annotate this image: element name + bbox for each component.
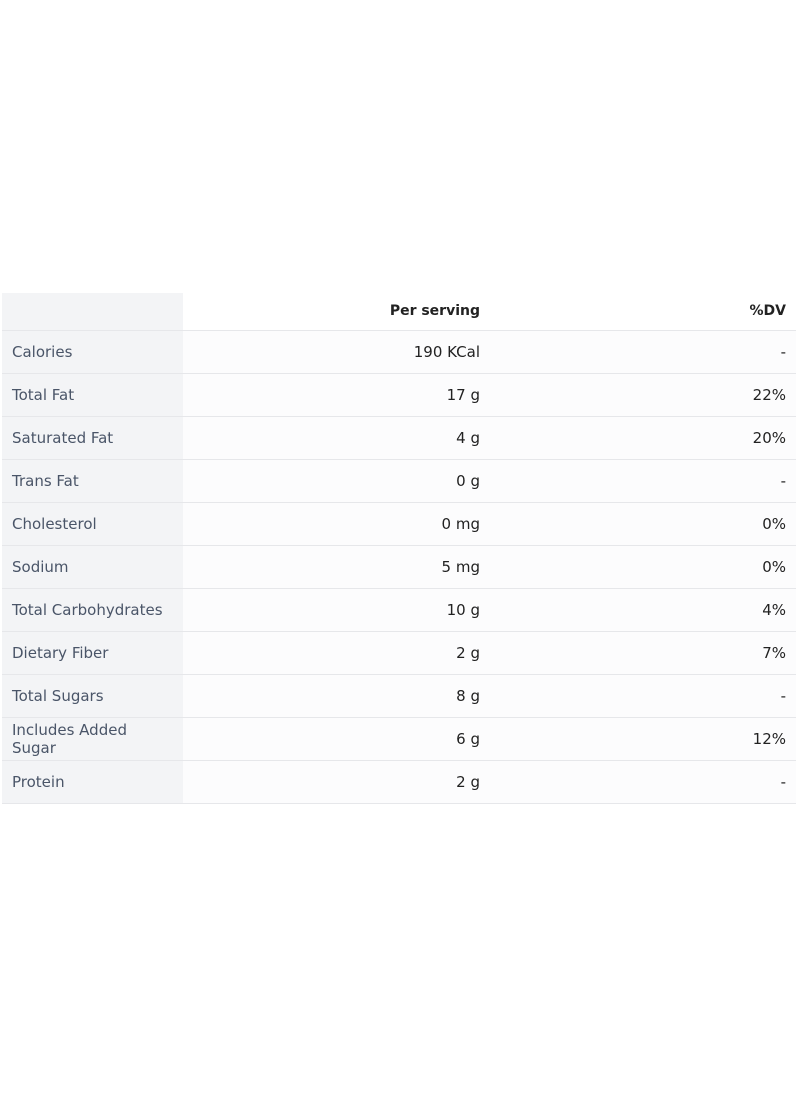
table-row: Sodium 5 mg 0% — [2, 545, 796, 589]
nutrient-name: Sodium — [2, 545, 183, 589]
table-row: Total Fat 17 g 22% — [2, 373, 796, 417]
daily-value: - — [490, 674, 796, 718]
nutrition-table: Per serving %DV Calories 190 KCal - Total F… — [2, 293, 796, 804]
nutrient-name: Dietary Fiber — [2, 631, 183, 675]
table-body: Calories 190 KCal - Total Fat 17 g 22% Saturat… — [2, 330, 796, 804]
per-serving: 0 g — [183, 459, 490, 503]
nutrient-name: Calories — [2, 330, 183, 374]
per-serving: 4 g — [183, 416, 490, 460]
nutrient-name: Total Carbohydrates — [2, 588, 183, 632]
table-row: Total Carbohydrates 10 g 4% — [2, 588, 796, 632]
daily-value: 12% — [490, 717, 796, 761]
table-row: Protein 2 g- — [2, 760, 796, 804]
table-row: Trans Fat 0 g- — [2, 459, 796, 503]
table-row: Cholesterol 0 mg 0% — [2, 502, 796, 546]
table-row: Calories 190 KCal - — [2, 330, 796, 374]
daily-value: - — [490, 459, 796, 503]
per-serving: 190 KCal — [183, 330, 490, 374]
nutrient-name: Total Sugars — [2, 674, 183, 718]
daily-value: 20% — [490, 416, 796, 460]
daily-value: - — [490, 760, 796, 804]
daily-value: 22% — [490, 373, 796, 417]
header-blank — [2, 293, 183, 331]
nutrient-name: Saturated Fat — [2, 416, 183, 460]
table-row: Saturated Fat 4 g 20% — [2, 416, 796, 460]
per-serving: 2 g — [183, 760, 490, 804]
per-serving: 8 g — [183, 674, 490, 718]
header-cell: Per serving — [183, 293, 490, 331]
nutrient-name: Total Fat — [2, 373, 183, 417]
nutrient-name: Trans Fat — [2, 459, 183, 503]
daily-value: 0% — [490, 545, 796, 589]
nutrient-name: Includes Added Sugar — [2, 717, 183, 761]
daily-value: - — [490, 330, 796, 374]
per-serving: 0 mg — [183, 502, 490, 546]
per-serving: 10 g — [183, 588, 490, 632]
header-row: Per serving %DV — [2, 293, 796, 331]
per-serving: 6 g — [183, 717, 490, 761]
per-serving: 5 mg — [183, 545, 490, 589]
daily-value: 0% — [490, 502, 796, 546]
table-row: Includes Added Sugar 6 g 12% — [2, 717, 796, 761]
daily-value: 4% — [490, 588, 796, 632]
per-serving: 17 g — [183, 373, 490, 417]
header-cell: %DV — [490, 293, 796, 331]
per-serving: 2 g — [183, 631, 490, 675]
table-row: Total Sugars 8 g- — [2, 674, 796, 718]
table-row: Dietary Fiber 2 g 7% — [2, 631, 796, 675]
nutrient-name: Cholesterol — [2, 502, 183, 546]
daily-value: 7% — [490, 631, 796, 675]
nutrient-name: Protein — [2, 760, 183, 804]
